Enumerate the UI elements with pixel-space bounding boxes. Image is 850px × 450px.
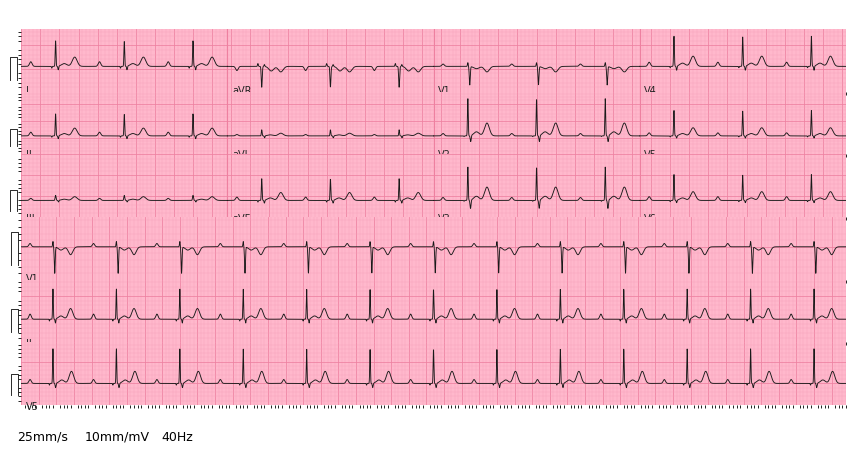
Text: III: III xyxy=(26,214,35,224)
Text: aVF: aVF xyxy=(232,214,251,224)
Text: V3: V3 xyxy=(439,214,451,224)
Text: 10mm/mV: 10mm/mV xyxy=(85,431,150,444)
Text: V4: V4 xyxy=(644,86,657,96)
Text: V5: V5 xyxy=(26,401,38,412)
Text: V1: V1 xyxy=(439,86,451,96)
Text: 40Hz: 40Hz xyxy=(162,431,193,444)
Text: aVR: aVR xyxy=(232,86,252,96)
Text: II: II xyxy=(26,339,31,349)
Text: V1: V1 xyxy=(26,274,38,284)
Text: 25mm/s: 25mm/s xyxy=(17,431,68,444)
Text: I: I xyxy=(26,86,29,96)
Text: V2: V2 xyxy=(439,150,451,160)
Text: V5: V5 xyxy=(644,150,657,160)
Text: II: II xyxy=(26,150,31,160)
Text: V6: V6 xyxy=(644,214,657,224)
Text: aVL: aVL xyxy=(232,150,250,160)
